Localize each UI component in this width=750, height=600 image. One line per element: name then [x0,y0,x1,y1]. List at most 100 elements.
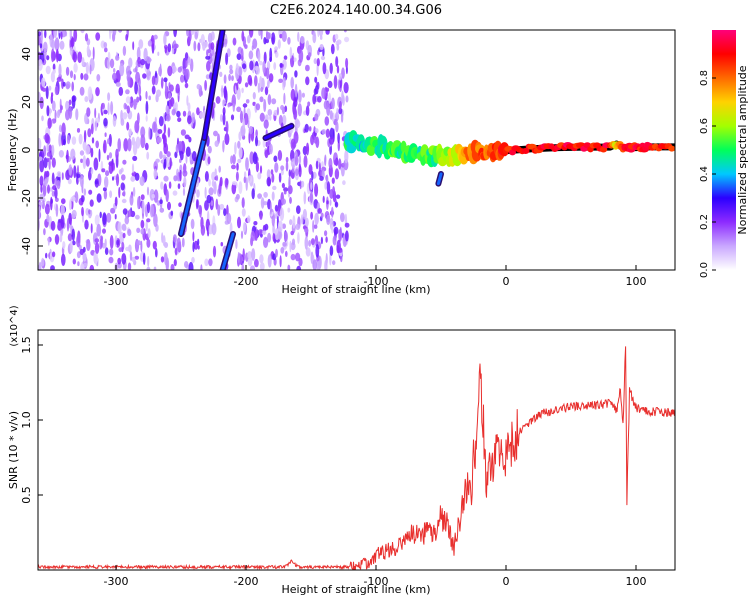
feature-mark [202,30,225,140]
noise-cell [38,265,41,270]
snr-y-axis-label: SNR (10 * v/v) [7,411,20,489]
noise-cell [160,77,164,89]
noise-cell [305,105,310,116]
noise-cell [259,76,263,88]
noise-cell [125,89,130,95]
noise-cell [160,181,164,190]
noise-cell [301,180,305,188]
noise-cell [193,40,197,52]
noise-cell [326,102,331,116]
noise-cell [171,108,176,116]
noise-cell [145,220,148,232]
noise-cell [253,221,258,226]
noise-cell [267,254,272,268]
noise-cell [71,136,77,145]
noise-cell [202,41,206,51]
noise-cell [242,117,246,130]
noise-cell [103,117,108,127]
snr-frame [37,329,676,571]
x-tick-label: -200 [234,575,259,588]
noise-cell [263,99,267,112]
noise-cell [58,150,64,158]
noise-cell [108,152,113,159]
noise-cell [190,218,195,230]
noise-cell [155,247,158,258]
snr-x-ticks: -300 -200 -100 0 100 [104,565,647,588]
noise-cell [232,102,235,112]
noise-cell [197,238,200,246]
noise-cell [236,106,242,113]
noise-cell [259,254,264,264]
colorbar-tick-label: 0.8 [699,70,710,86]
noise-cell [232,37,237,46]
noise-cell [324,259,328,270]
noise-cell [236,82,239,91]
noise-cell [144,142,149,151]
noise-cell [282,241,287,247]
noise-cell [108,162,114,175]
noise-cell [99,239,103,250]
noise-cell [242,103,248,108]
noise-cell [289,240,292,253]
y-tick-label: 0.5 [20,486,33,504]
noise-cell [206,60,211,72]
noise-cell [242,222,246,233]
noise-cell [93,157,99,171]
noise-cell [345,95,349,103]
noise-cell [60,104,62,114]
noise-cell [46,151,52,157]
noise-cell [280,104,285,111]
noise-cell [96,74,101,82]
noise-cell [72,51,77,63]
noise-cell [287,185,293,195]
noise-cell [285,250,288,257]
noise-cell [277,231,283,240]
noise-cell [182,110,187,117]
noise-cell [184,60,188,68]
noise-cell [44,203,50,215]
noise-cell [132,100,138,106]
noise-cell [207,145,212,154]
noise-cell [319,176,324,181]
noise-cell [255,129,258,138]
noise-cell [127,262,132,270]
noise-cell [247,35,251,44]
noise-cell [304,123,309,133]
colorbar-tick-label: 0.0 [699,262,710,278]
noise-cell [59,40,65,50]
noise-cell [267,109,273,116]
noise-cell [304,228,309,233]
noise-cell [266,32,271,40]
noise-cell [335,194,341,199]
noise-cell [77,165,79,174]
noise-cell [109,235,114,249]
noise-cell [168,181,172,189]
noise-cell [50,265,55,270]
noise-cell [179,169,182,182]
noise-cell [221,85,224,98]
noise-cell [262,60,266,74]
noise-cell [163,175,169,182]
noise-cell [125,65,131,77]
noise-cell [66,218,70,232]
noise-cell [277,39,281,49]
noise-cell [114,196,118,207]
noise-cell [39,193,45,201]
noise-cell [310,182,313,191]
noise-cell [310,211,313,220]
noise-cell [277,220,283,233]
noise-cell [244,82,249,88]
noise-cell [196,189,200,198]
noise-cell [90,123,94,135]
noise-cell [76,127,81,133]
noise-cell [88,189,93,195]
noise-cell [122,159,127,165]
noise-cell [67,233,73,242]
noise-cell [280,247,285,254]
noise-cell [242,63,247,70]
noise-cell [331,206,334,218]
noise-cell [147,40,152,47]
noise-cell [287,264,291,270]
noise-cell [258,229,263,235]
noise-cell [81,57,85,66]
